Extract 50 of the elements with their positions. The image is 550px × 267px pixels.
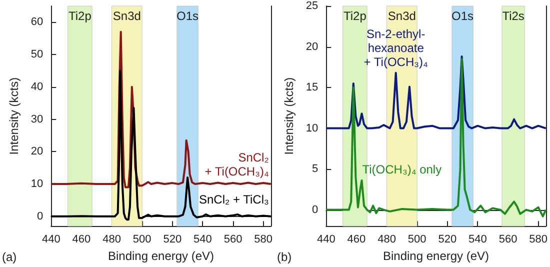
x-tick-label: 540 (194, 234, 212, 246)
y-tick-label: 20 (30, 146, 44, 158)
y-tick-label: 20 (306, 40, 318, 53)
band-label: Ti2s (502, 8, 524, 23)
x-tick-label: 460 (72, 234, 91, 246)
y-tick-label: 40 (30, 80, 44, 93)
line-series (325, 56, 547, 130)
y-tick-label: 0 (37, 210, 44, 222)
band-label: Ti2p (68, 8, 92, 23)
band-label: Sn3d (388, 8, 416, 23)
x-tick-label: 480 (102, 234, 121, 246)
x-tick-label: 480 (378, 234, 396, 246)
x-tick-label: 560 (224, 234, 242, 246)
x-axis-title: Binding energy (eV) (382, 249, 490, 263)
line-series (50, 30, 272, 188)
x-tick-label: 500 (408, 234, 426, 246)
band-label: O1s (452, 8, 474, 23)
y-tick-label: 10 (30, 178, 44, 190)
line-series (325, 58, 547, 218)
x-tick-label: 520 (163, 234, 182, 246)
x-tick-label: 460 (347, 234, 366, 246)
y-tick-label: 30 (30, 113, 44, 126)
band-label: Ti2p (343, 8, 367, 23)
x-tick-label: 520 (438, 234, 457, 246)
y-axis-title: Intensity (kcts) (7, 77, 21, 155)
x-tick-label: 580 (254, 234, 272, 246)
text: (b) (277, 250, 292, 264)
series-label: SnCl₂ + Ti(OCH₃)₄ (204, 150, 270, 179)
y-tick-label: 60 (30, 16, 44, 28)
y-tick-label: 50 (30, 48, 44, 61)
x-axis-title: Binding energy (eV) (108, 249, 214, 263)
x-tick-label: 440 (42, 234, 60, 246)
series-label: SnCl₂ + TiCl₃ (198, 192, 269, 207)
series-label: Ti(OCH₃)₄ only (362, 162, 442, 176)
y-tick-label: 0 (312, 204, 318, 216)
y-tick-label: 10 (306, 122, 318, 134)
x-tick-label: 540 (468, 234, 487, 246)
x-tick-label: 440 (316, 234, 336, 246)
x-tick-label: 580 (529, 234, 548, 246)
x-tick-label: 560 (498, 234, 518, 246)
y-tick-label: 25 (306, 0, 318, 12)
y-tick-label: 5 (312, 163, 318, 176)
y-axis-title: Intensity (kcts) (282, 77, 296, 155)
x-tick-label: 500 (132, 234, 152, 246)
text: (a) (2, 250, 17, 264)
y-tick-label: 15 (306, 82, 318, 94)
line-series (50, 70, 272, 221)
band-label: O1s (176, 8, 199, 23)
band-label: Sn3d (112, 8, 141, 23)
series-label: Sn-2-ethyl- hexanoate + Ti(OCH₃)₄ (364, 26, 428, 69)
